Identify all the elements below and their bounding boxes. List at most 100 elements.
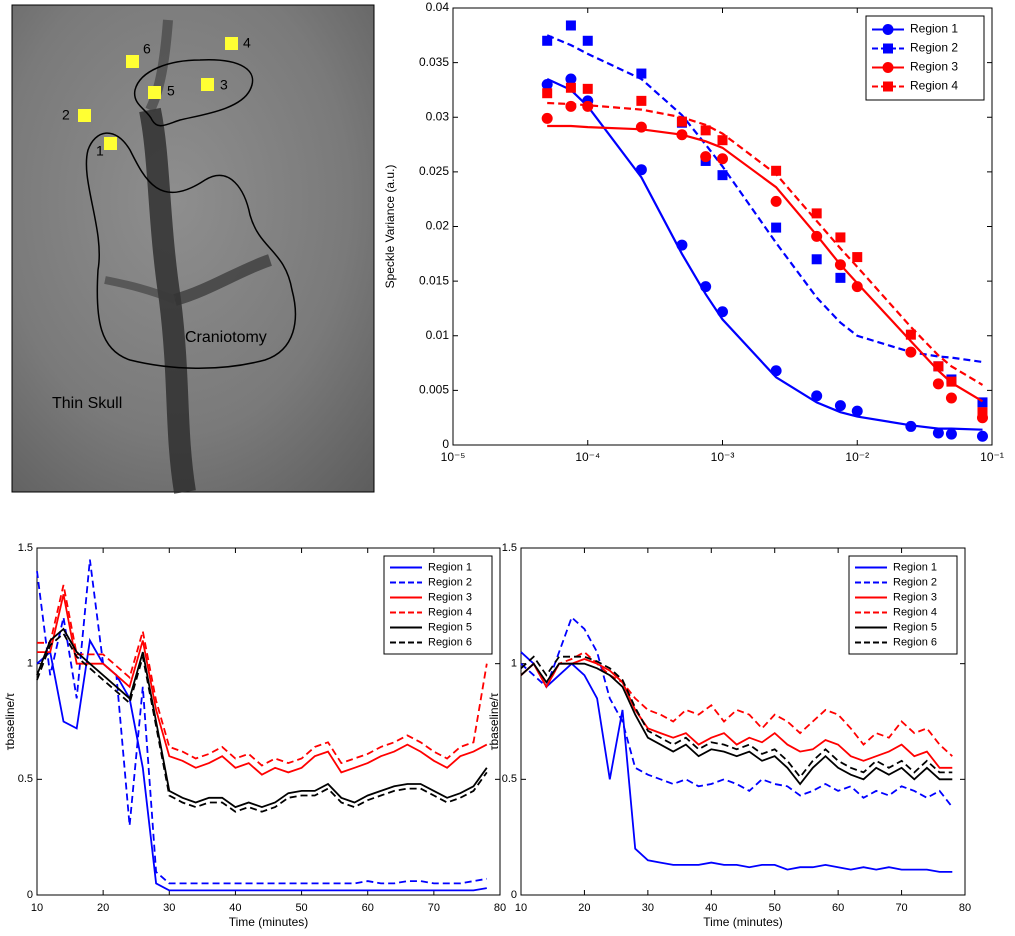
image-label: Craniotomy xyxy=(185,329,267,346)
marker xyxy=(717,170,728,181)
legend-label: Region 5 xyxy=(428,621,472,633)
image-label: 1 xyxy=(96,143,104,159)
marker xyxy=(932,378,944,390)
craniotomy-outline xyxy=(85,132,297,369)
marker xyxy=(811,230,823,242)
x-tick-label: 70 xyxy=(428,902,440,914)
marker xyxy=(565,20,576,31)
y-tick-label: 0 xyxy=(442,437,449,451)
roi-marker xyxy=(104,137,117,150)
region-outline xyxy=(133,59,254,127)
marker xyxy=(977,397,988,408)
marker xyxy=(636,68,647,79)
image-panel xyxy=(11,4,375,494)
legend-label: Region 6 xyxy=(893,636,937,648)
marker xyxy=(542,88,553,99)
chart: 10 20 30 40 50 60 70 80 0 0.5 1 1.5 Time (minutes) τb… xyxy=(487,542,971,929)
vessel xyxy=(104,276,177,304)
y-tick-label: 1 xyxy=(27,658,33,670)
x-tick-label: 60 xyxy=(832,902,844,914)
roi-marker xyxy=(126,55,139,68)
marker xyxy=(933,361,944,372)
y-tick-label: 0.03 xyxy=(426,109,450,123)
plot-frame xyxy=(520,547,966,896)
y-tick-label: 0.035 xyxy=(419,55,449,69)
y-tick-label: 0 xyxy=(511,889,517,901)
legend-box xyxy=(383,555,493,655)
y-axis-label: τbaseline/τ xyxy=(487,692,501,750)
legend-label: Region 3 xyxy=(428,591,472,603)
marker xyxy=(771,165,782,176)
x-tick-label: 60 xyxy=(362,902,374,914)
marker xyxy=(976,430,988,442)
x-axis-label: Time (minutes) xyxy=(703,915,783,929)
y-tick-label: 0.02 xyxy=(426,219,450,233)
x-tick-label: 30 xyxy=(642,902,654,914)
marker xyxy=(905,346,917,358)
series-line xyxy=(520,651,953,757)
y-axis-label: Speckle Variance (a.u.) xyxy=(383,165,397,289)
marker xyxy=(635,121,647,133)
y-tick-label: 0.025 xyxy=(419,164,449,178)
marker xyxy=(834,400,846,412)
roi-marker xyxy=(201,78,214,91)
plot-frame xyxy=(36,547,501,896)
roi-marker xyxy=(78,109,91,122)
series-line xyxy=(36,632,488,813)
series-line xyxy=(520,651,953,873)
fit-line xyxy=(546,78,983,431)
vessel xyxy=(145,19,173,113)
legend-label: Region 1 xyxy=(893,561,937,573)
legend-label: Region 6 xyxy=(428,636,472,648)
marker xyxy=(770,365,782,377)
x-tick-label: 30 xyxy=(163,902,175,914)
y-tick-label: 1.5 xyxy=(502,542,517,554)
marker xyxy=(542,35,553,46)
image-label: 6 xyxy=(143,41,151,57)
x-tick-label: 10 xyxy=(515,902,527,914)
x-tick-label: 50 xyxy=(295,902,307,914)
marker xyxy=(770,195,782,207)
marker xyxy=(811,390,823,402)
x-axis-label: Time (minutes) xyxy=(229,915,309,929)
legend-label: Region 4 xyxy=(428,606,472,618)
y-tick-label: 0.04 xyxy=(426,0,450,14)
marker xyxy=(905,420,917,432)
marker xyxy=(811,208,822,219)
marker xyxy=(932,427,944,439)
x-tick-label: 10⁻³ xyxy=(711,450,735,464)
y-tick-label: 0.5 xyxy=(18,773,33,785)
marker xyxy=(835,232,846,243)
marker xyxy=(676,239,688,251)
marker xyxy=(977,407,988,418)
vessel xyxy=(173,254,272,306)
legend-label: Region 3 xyxy=(893,591,937,603)
legend-label: Region 4 xyxy=(893,606,937,618)
x-tick-label: 80 xyxy=(494,902,506,914)
marker xyxy=(835,272,846,283)
y-tick-label: 0.005 xyxy=(419,383,449,397)
legend-label: Region 4 xyxy=(910,79,958,93)
legend-label: Region 3 xyxy=(910,60,958,74)
marker xyxy=(851,281,863,293)
y-tick-label: 1.5 xyxy=(18,542,33,554)
marker xyxy=(771,222,782,233)
y-tick-label: 0.015 xyxy=(419,273,449,287)
legend-label: Region 5 xyxy=(893,621,937,633)
x-tick-label: 10⁻¹ xyxy=(980,450,1004,464)
x-tick-label: 40 xyxy=(229,902,241,914)
legend-box xyxy=(848,555,958,655)
x-tick-label: 50 xyxy=(769,902,781,914)
marker xyxy=(700,281,712,293)
x-tick-label: 40 xyxy=(705,902,717,914)
marker xyxy=(676,116,687,127)
legend-label: Region 2 xyxy=(910,41,958,55)
marker xyxy=(676,129,688,141)
series-line xyxy=(37,594,488,776)
fit-line xyxy=(547,124,984,403)
marker xyxy=(905,329,916,340)
marker xyxy=(541,112,553,124)
marker xyxy=(717,135,728,146)
x-tick-label: 10⁻⁴ xyxy=(575,450,600,464)
